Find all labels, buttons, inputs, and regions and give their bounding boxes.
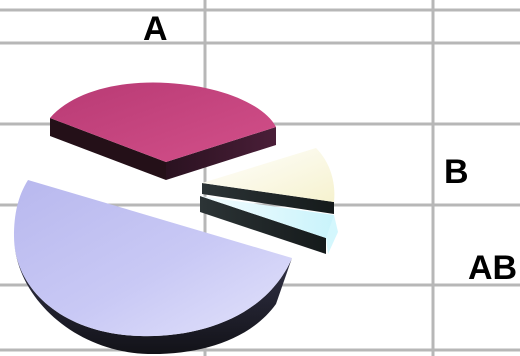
pie-slice-b-top [202,148,335,202]
pie-slice-a-front [166,127,276,180]
pie-slice-b [202,148,335,214]
pie-slice-ab-top [200,196,334,238]
label-a: A [143,10,168,48]
label-b: B [444,153,469,191]
pie-slice-b-side [202,183,334,214]
pie-slice-ab-side [200,196,326,254]
pie-slice-a-top [50,82,276,162]
pie-slice-a [50,82,276,180]
pie-slice-a-side [50,118,166,180]
pie-slice-ab [200,196,338,254]
pie-slice-ab-edge [326,215,338,254]
label-ab: AB [468,249,517,287]
pie-slice-large-top [14,180,292,337]
pie-slice-large-side [14,236,292,355]
pie-slice-large [14,180,292,355]
